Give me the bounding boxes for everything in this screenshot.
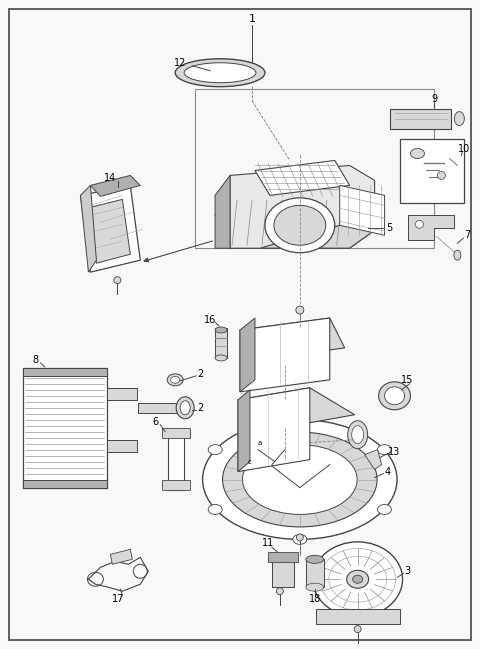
Polygon shape [81,186,96,272]
Ellipse shape [203,420,397,539]
Text: 2: 2 [197,403,203,413]
Polygon shape [240,318,345,360]
Bar [108,439,137,452]
Bar [215,328,227,358]
Ellipse shape [242,445,357,515]
Ellipse shape [379,382,410,410]
Text: 15: 15 [401,375,414,385]
Polygon shape [340,186,384,235]
Text: 17: 17 [112,594,124,604]
Text: 18: 18 [309,594,321,604]
Ellipse shape [171,376,180,384]
Text: 9: 9 [432,93,437,104]
Ellipse shape [265,198,335,252]
Text: c: c [248,459,252,465]
Ellipse shape [384,387,405,405]
Ellipse shape [208,504,222,515]
Ellipse shape [455,112,464,125]
Polygon shape [255,160,350,195]
Polygon shape [230,165,374,248]
Ellipse shape [353,575,363,583]
Polygon shape [240,318,255,392]
Text: 5: 5 [386,223,393,233]
Bar [195,89,434,248]
Ellipse shape [437,171,445,179]
Polygon shape [238,390,250,472]
Ellipse shape [416,220,423,228]
Ellipse shape [180,401,190,415]
Polygon shape [81,186,140,272]
Bar [168,430,184,489]
Text: 8: 8 [33,355,39,365]
Text: 4: 4 [384,467,391,476]
Ellipse shape [175,59,265,87]
Bar [162,428,190,437]
Ellipse shape [114,276,121,284]
Polygon shape [215,195,374,248]
Ellipse shape [306,583,324,591]
Text: 2: 2 [197,369,203,379]
Text: 13: 13 [388,447,401,457]
Text: 6: 6 [152,417,158,427]
Text: 1: 1 [249,14,255,24]
Ellipse shape [208,445,222,454]
Polygon shape [238,388,310,472]
Ellipse shape [354,626,361,633]
Polygon shape [408,215,455,240]
Polygon shape [240,318,330,392]
Bar [138,403,183,413]
Ellipse shape [347,570,369,588]
Ellipse shape [293,534,307,545]
Text: 10: 10 [458,143,470,154]
Ellipse shape [215,327,227,333]
Text: 7: 7 [464,230,470,240]
Ellipse shape [276,588,283,594]
Text: 14: 14 [104,173,117,184]
Bar [390,108,451,129]
Polygon shape [110,549,132,564]
Polygon shape [238,388,355,428]
Ellipse shape [348,421,368,448]
Bar [23,480,108,487]
Text: 12: 12 [174,58,186,67]
Polygon shape [365,450,382,470]
Ellipse shape [176,397,194,419]
Ellipse shape [296,306,304,314]
Bar [162,480,190,489]
Ellipse shape [167,374,183,386]
Polygon shape [90,175,140,197]
Ellipse shape [306,556,324,563]
Bar [306,559,324,587]
Polygon shape [215,175,230,248]
Text: 3: 3 [405,567,410,576]
Ellipse shape [184,63,256,82]
Text: a: a [258,439,262,446]
Bar [399,138,464,203]
Ellipse shape [293,415,307,424]
Ellipse shape [215,355,227,361]
Bar [316,609,399,624]
Bar [108,388,137,400]
Bar [23,368,108,487]
Ellipse shape [296,534,303,541]
Ellipse shape [223,432,377,527]
Ellipse shape [377,445,391,454]
Ellipse shape [313,542,403,617]
Ellipse shape [274,205,326,245]
Ellipse shape [454,251,461,260]
Ellipse shape [377,504,391,515]
Ellipse shape [352,426,364,444]
Bar [272,557,294,587]
Text: 16: 16 [204,315,216,325]
Bar [23,368,108,376]
Bar [268,552,298,562]
Polygon shape [90,199,130,263]
Ellipse shape [410,149,424,158]
Text: 11: 11 [262,539,274,548]
